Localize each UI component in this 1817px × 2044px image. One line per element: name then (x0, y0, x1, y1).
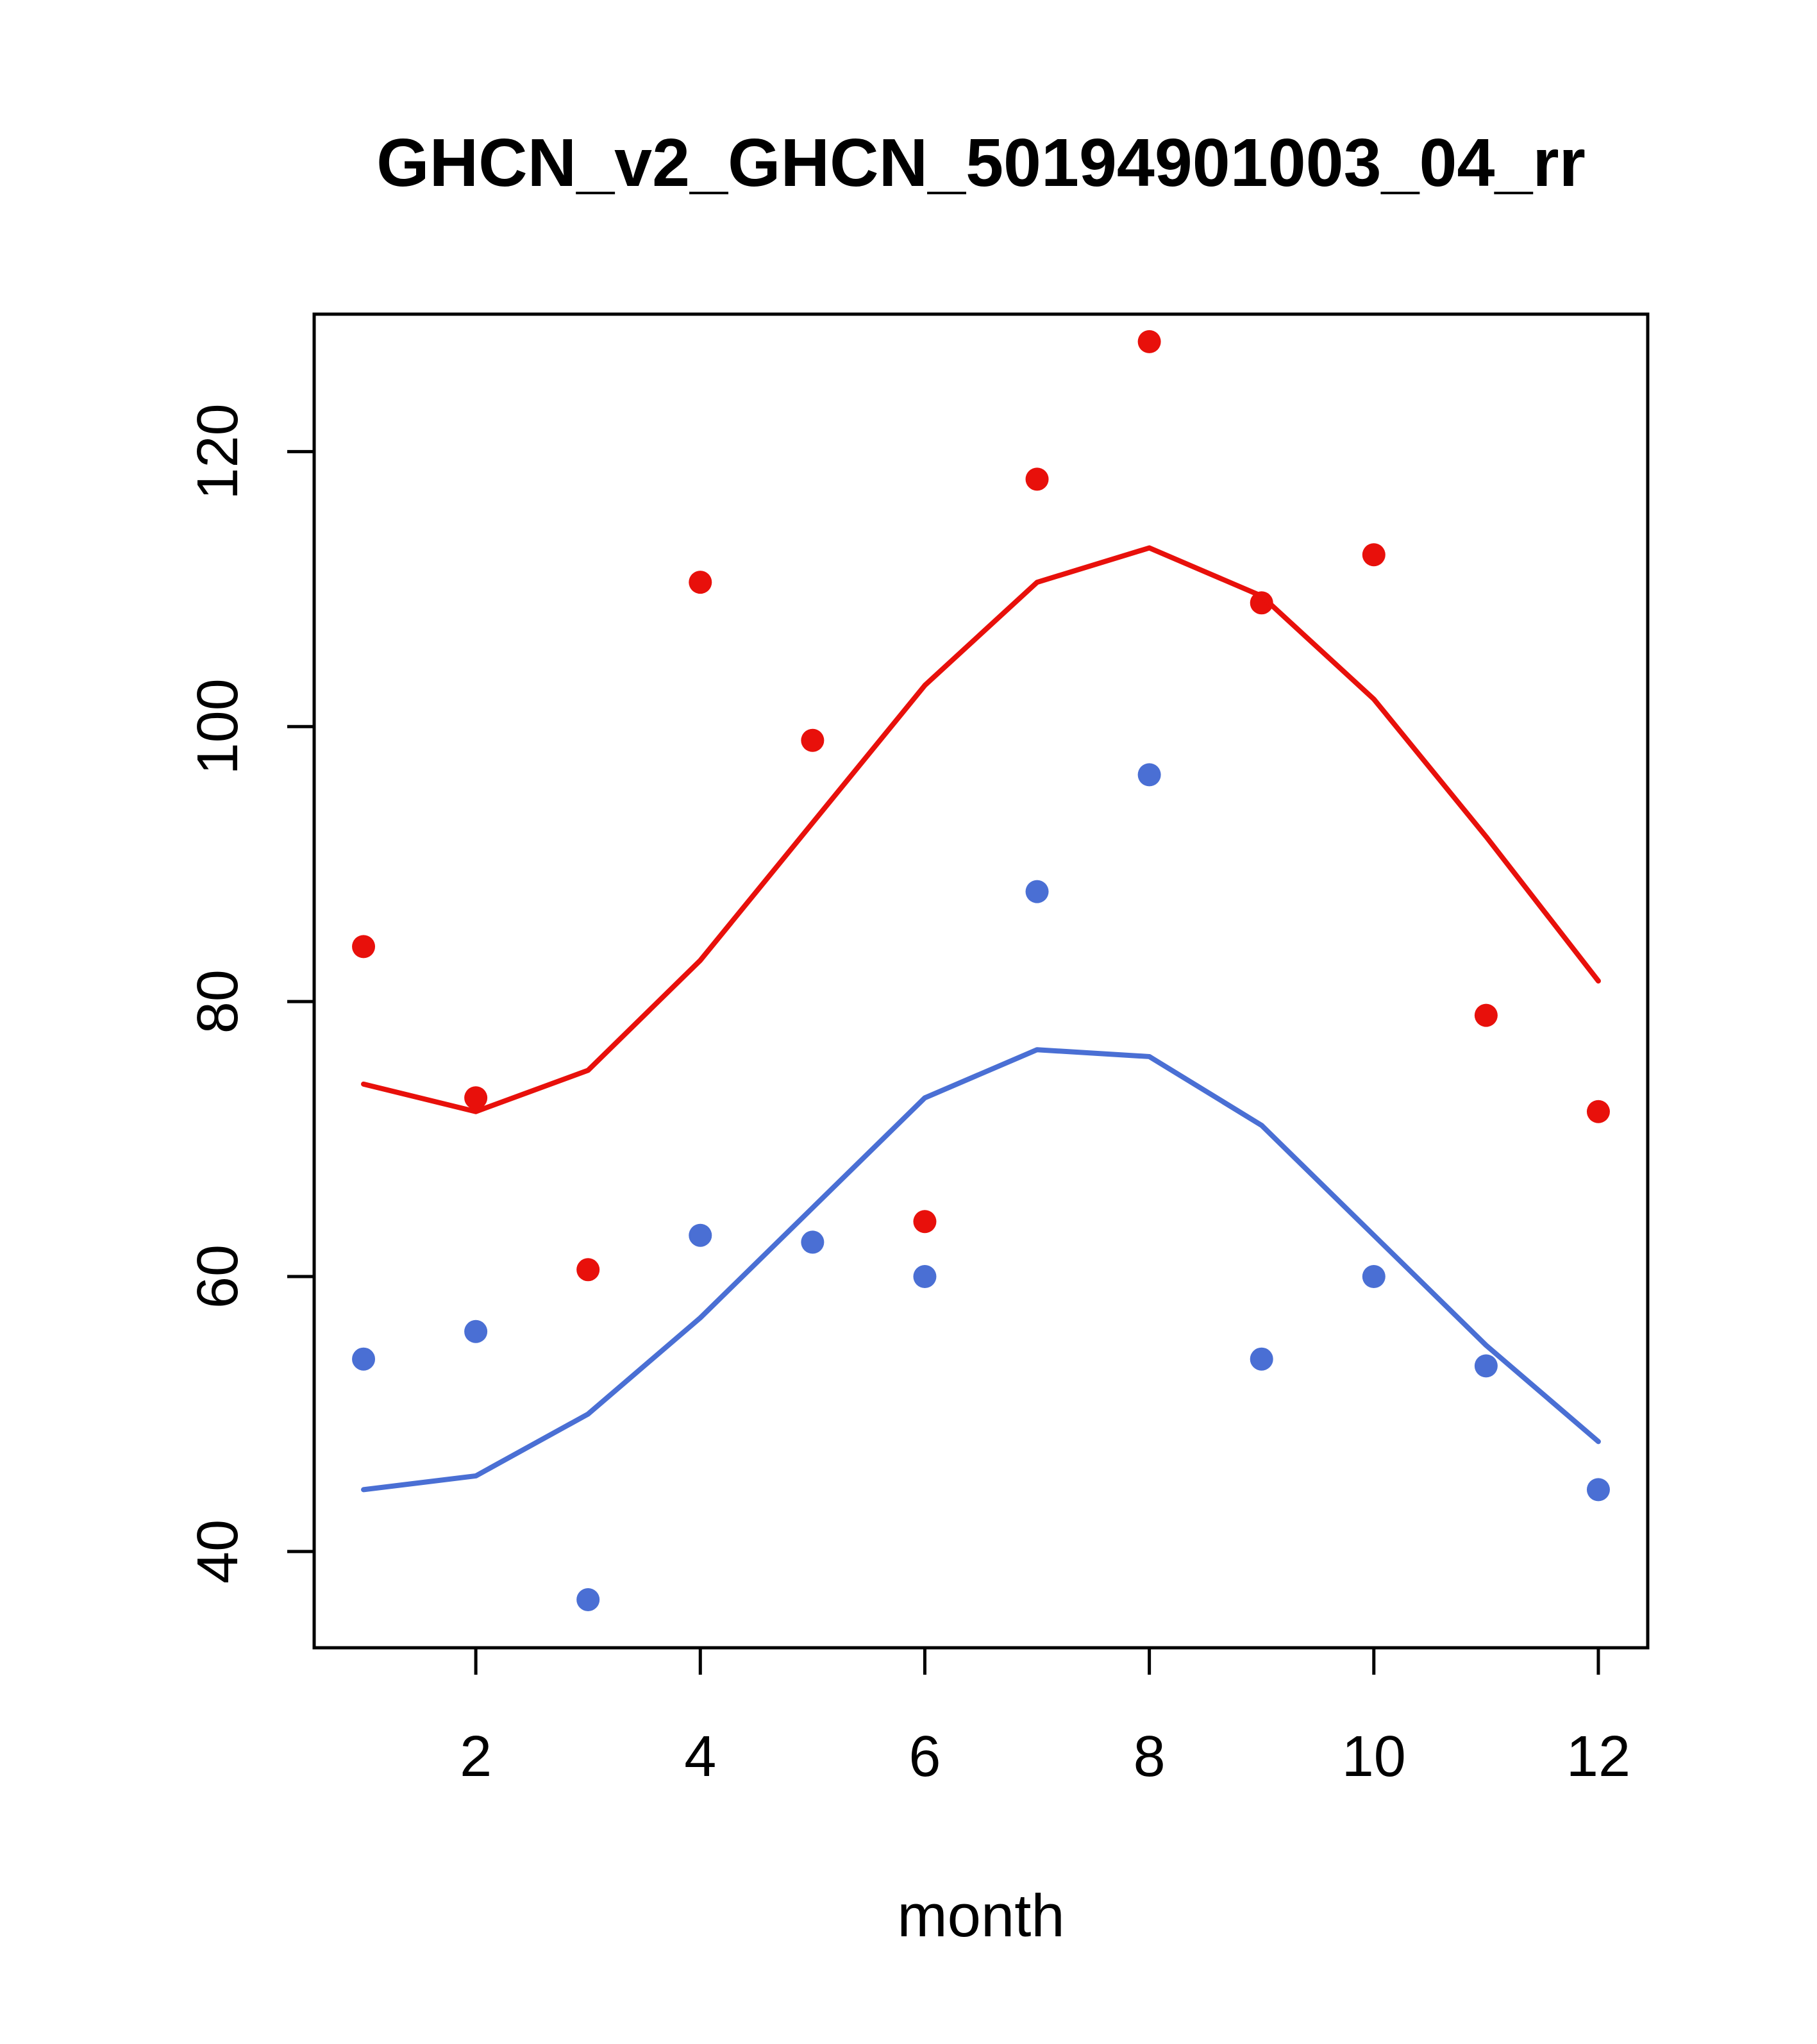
blue-points-point (464, 1319, 488, 1343)
blue-points-point (1025, 880, 1049, 903)
plot-box-border (312, 312, 1650, 1650)
series-layer (352, 330, 1610, 1611)
red-points-point (464, 1086, 488, 1110)
y-tick-label: 40 (186, 1520, 250, 1584)
y-tick-label: 120 (186, 403, 250, 499)
red-line (361, 545, 1601, 1114)
red-points-point (801, 728, 825, 752)
red-points-point (1137, 330, 1161, 353)
x-tick-label: 6 (908, 1725, 941, 1789)
red-points-point (1250, 591, 1273, 615)
x-tick-label: 4 (684, 1725, 716, 1789)
blue-points-point (576, 1587, 600, 1611)
blue-points (352, 763, 1610, 1611)
blue-points-point (352, 1347, 376, 1371)
x-tick-label: 2 (460, 1725, 492, 1789)
red-points (352, 330, 1610, 1282)
x-tick-label: 12 (1566, 1725, 1630, 1789)
y-tick-label: 80 (186, 969, 250, 1034)
blue-points-point (1137, 763, 1161, 787)
red-points-point (1025, 467, 1049, 491)
chart-title: GHCN_v2_GHCN_50194901003_04_rr (376, 125, 1586, 201)
blue-line (361, 1047, 1601, 1493)
red-points-point (689, 571, 712, 594)
blue-points-point (1250, 1347, 1273, 1371)
axes-layer: 2 4 6 8 10 12 40 60 80 100 120 (186, 403, 1630, 1789)
red-points-point (1362, 543, 1386, 567)
y-tick-label: 100 (186, 678, 250, 775)
blue-points-point (689, 1223, 712, 1247)
red-points-point (1474, 1003, 1498, 1027)
red-points-point (352, 935, 376, 959)
red-points-point (913, 1210, 937, 1234)
red-points-point (1586, 1100, 1610, 1123)
blue-points-point (1362, 1265, 1386, 1289)
x-tick-label: 8 (1134, 1725, 1166, 1789)
y-tick-label: 60 (186, 1244, 250, 1309)
blue-points-point (1586, 1478, 1610, 1502)
blue-points-point (801, 1230, 825, 1254)
blue-points-point (1474, 1354, 1498, 1378)
x-tick-label: 10 (1342, 1725, 1406, 1789)
x-axis-title: month (897, 1882, 1064, 1949)
blue-points-point (913, 1265, 937, 1289)
red-points-point (576, 1258, 600, 1282)
